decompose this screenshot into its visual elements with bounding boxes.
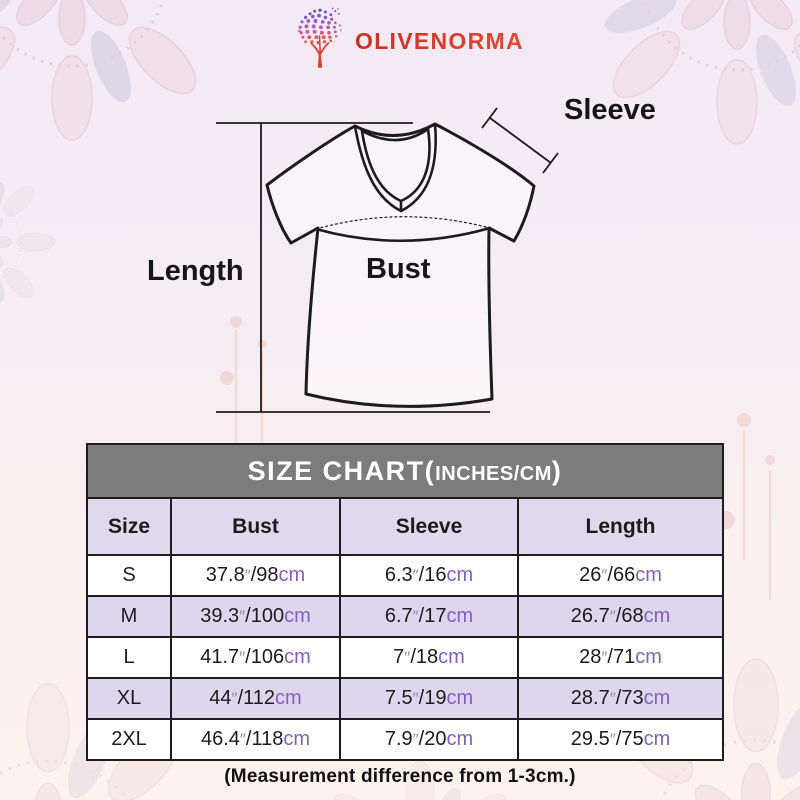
tree-logo-icon bbox=[298, 7, 342, 68]
measurement-note: (Measurement difference from 1-3cm.) bbox=[224, 766, 576, 787]
title-unit: INCHES/CM bbox=[435, 462, 552, 485]
bust-cell: 46.4″/118cm bbox=[170, 718, 341, 761]
length-cell: 26.7″/68cm bbox=[516, 595, 725, 638]
size-cell: L bbox=[86, 636, 172, 679]
title-main: SIZE CHART( bbox=[247, 455, 436, 486]
bust-cell: 41.7″/106cm bbox=[170, 636, 341, 679]
table-row-l: L 41.7″/106cm 7″/18cm 28″/71cm bbox=[86, 636, 725, 679]
sleeve-measure-line bbox=[481, 107, 559, 174]
sleeve-cell: 7.9″/20cm bbox=[339, 718, 519, 761]
bust-cell: 39.3″/100cm bbox=[170, 595, 341, 638]
brand-name: OLIVENORMA bbox=[355, 27, 524, 54]
table-row-xl: XL 44″/112cm 7.5″/19cm 28.7″/73cm bbox=[86, 677, 725, 720]
size-cell: XL bbox=[86, 677, 172, 720]
length-cell: 28.7″/73cm bbox=[516, 677, 725, 720]
brand-logo: OLIVENORMA bbox=[293, 6, 524, 72]
size-cell: 2XL bbox=[86, 718, 172, 761]
length-cell: 26″/66cm bbox=[516, 554, 725, 597]
size-cell: M bbox=[86, 595, 172, 638]
length-cell: 28″/71cm bbox=[516, 636, 725, 679]
sleeve-cell: 7″/18cm bbox=[339, 636, 519, 679]
column-header-size: Size bbox=[86, 497, 172, 556]
table-row-m: M 39.3″/100cm 6.7″/17cm 26.7″/68cm bbox=[86, 595, 725, 638]
sleeve-label: Sleeve bbox=[564, 94, 656, 126]
sleeve-cell: 6.7″/17cm bbox=[339, 595, 519, 638]
shirt-outline bbox=[265, 122, 536, 408]
size-cell: S bbox=[86, 554, 172, 597]
column-header-bust: Bust bbox=[170, 497, 341, 556]
column-header-sleeve: Sleeve bbox=[339, 497, 519, 556]
size-chart-table: SIZE CHART(INCHES/CM) Size Bust Sleeve L… bbox=[85, 443, 725, 761]
bust-label: Bust bbox=[366, 253, 431, 285]
length-label: Length bbox=[147, 255, 244, 287]
sleeve-cell: 6.3″/16cm bbox=[339, 554, 519, 597]
collar bbox=[353, 122, 437, 213]
title-close: ) bbox=[551, 455, 563, 486]
bust-cell: 37.8″/98cm bbox=[170, 554, 341, 597]
column-header-row: Size Bust Sleeve Length bbox=[86, 497, 725, 556]
bust-cell: 44″/112cm bbox=[170, 677, 341, 720]
sleeve-cell: 7.5″/19cm bbox=[339, 677, 519, 720]
table-row-s: S 37.8″/98cm 6.3″/16cm 26″/66cm bbox=[86, 554, 725, 597]
size-chart-title-bar: SIZE CHART(INCHES/CM) bbox=[85, 443, 725, 499]
length-cell: 29.5″/75cm bbox=[516, 718, 725, 761]
bust-ellipse bbox=[314, 216, 492, 243]
table-row-2xl: 2XL 46.4″/118cm 7.9″/20cm 29.5″/75cm bbox=[86, 718, 725, 761]
size-chart-title: SIZE CHART(INCHES/CM) bbox=[85, 443, 725, 499]
column-header-length: Length bbox=[516, 497, 725, 556]
